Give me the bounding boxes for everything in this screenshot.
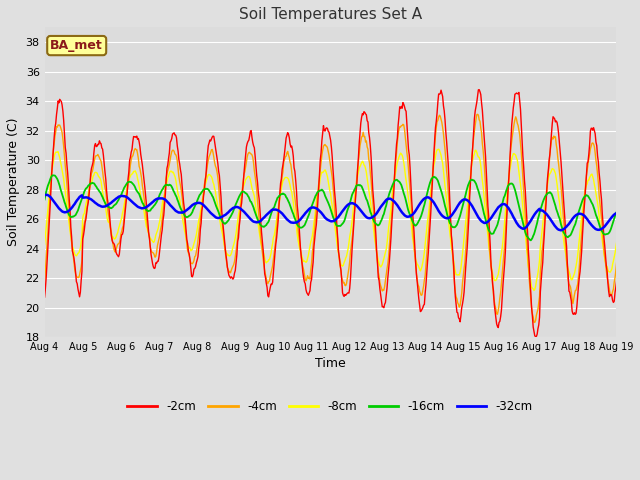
Legend: -2cm, -4cm, -8cm, -16cm, -32cm: -2cm, -4cm, -8cm, -16cm, -32cm xyxy=(123,396,538,418)
Text: BA_met: BA_met xyxy=(51,39,103,52)
Y-axis label: Soil Temperature (C): Soil Temperature (C) xyxy=(7,118,20,246)
Title: Soil Temperatures Set A: Soil Temperatures Set A xyxy=(239,7,422,22)
X-axis label: Time: Time xyxy=(315,358,346,371)
